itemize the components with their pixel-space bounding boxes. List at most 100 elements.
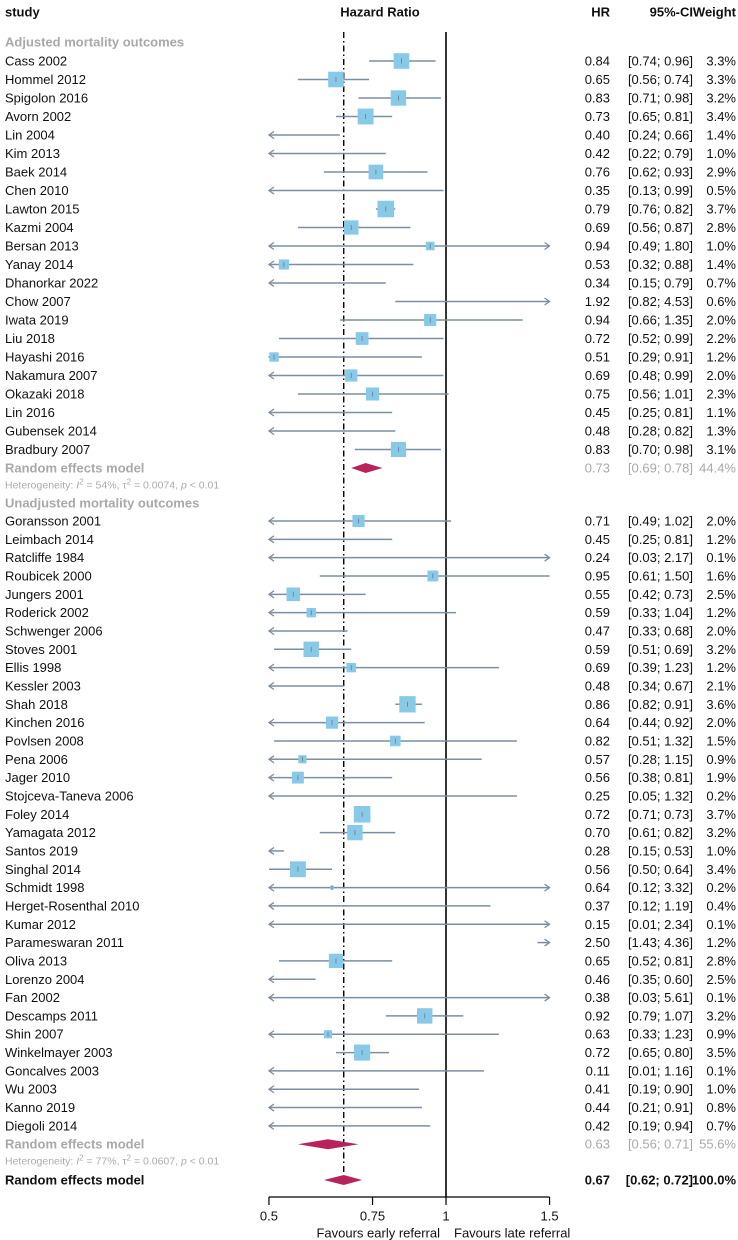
ci-value: [0.61; 0.82] <box>628 825 693 840</box>
model-label: Random effects model <box>5 1173 144 1188</box>
study-label: Jungers 2001 <box>5 587 84 602</box>
study-label: Bersan 2013 <box>5 239 79 254</box>
model-weight: 55.6% <box>699 1137 736 1152</box>
arrow-left-icon <box>267 371 275 380</box>
ci-value: [0.48; 0.99] <box>628 368 693 383</box>
study-label: Fan 2002 <box>5 990 60 1005</box>
hr-value: 0.59 <box>585 642 610 657</box>
header-hazard-ratio: Hazard Ratio <box>340 5 420 20</box>
hr-value: 0.45 <box>585 532 610 547</box>
ci-value: [0.19; 0.90] <box>628 1082 693 1097</box>
ci-value: [0.49; 1.02] <box>628 514 693 529</box>
ci-value: [0.28; 1.15] <box>628 752 693 767</box>
hr-value: 0.79 <box>585 202 610 217</box>
weight-value: 0.8% <box>706 1100 736 1115</box>
ci-value: [0.65; 0.80] <box>628 1045 693 1060</box>
study-label: Parameswaran 2011 <box>5 935 124 950</box>
study-label: Ellis 1998 <box>5 660 61 675</box>
weight-value: 0.4% <box>706 898 736 913</box>
heterogeneity-p-sym: p <box>180 1156 187 1168</box>
hr-value: 0.25 <box>585 788 610 803</box>
model-hr: 0.67 <box>585 1173 610 1188</box>
ci-value: [0.71; 0.73] <box>628 807 693 822</box>
arrow-left-icon <box>267 608 275 617</box>
hr-value: 0.82 <box>585 733 610 748</box>
model-ci: [0.69; 0.78] <box>628 461 693 476</box>
weight-value: 1.2% <box>706 660 736 675</box>
hr-value: 0.76 <box>585 165 610 180</box>
arrow-right-icon <box>544 553 551 562</box>
hr-value: 0.69 <box>585 660 610 675</box>
ci-value: [0.33; 0.68] <box>628 623 693 638</box>
study-label: Cass 2002 <box>5 54 67 69</box>
ci-value: [0.66; 1.35] <box>628 313 693 328</box>
heterogeneity-tau-sym: τ <box>122 1156 127 1168</box>
ci-value: [0.50; 0.64] <box>628 862 693 877</box>
study-label: Shah 2018 <box>5 697 68 712</box>
hr-value: 0.71 <box>585 514 610 529</box>
weight-value: 2.0% <box>706 313 736 328</box>
hr-value: 0.73 <box>585 109 610 124</box>
hr-value: 0.41 <box>585 1082 610 1097</box>
weight-value: 2.9% <box>706 165 736 180</box>
hr-value: 0.75 <box>585 387 610 402</box>
weight-value: 3.2% <box>706 1008 736 1023</box>
heterogeneity-text: Heterogeneity: I2 = 77%, τ2 = 0.0607, p … <box>5 1153 219 1168</box>
ci-value: [0.79; 1.07] <box>628 1008 693 1023</box>
weight-value: 2.8% <box>706 953 736 968</box>
weight-value: 2.8% <box>706 220 736 235</box>
hr-value: 0.48 <box>585 678 610 693</box>
study-label: Ratcliffe 1984 <box>5 550 84 565</box>
arrow-left-icon <box>267 426 275 436</box>
weight-value: 1.0% <box>706 843 736 858</box>
weight-value: 1.4% <box>706 257 736 272</box>
arrow-right-icon <box>544 993 551 1002</box>
weight-value: 0.7% <box>706 1118 736 1133</box>
arrow-left-icon <box>267 186 275 195</box>
weight-value: 1.0% <box>706 239 736 254</box>
weight-value: 1.6% <box>706 568 736 583</box>
study-label: Roderick 2002 <box>5 605 89 620</box>
arrow-left-icon <box>267 791 275 800</box>
arrow-left-icon <box>267 1103 275 1112</box>
ci-value: [0.19; 0.94] <box>628 1118 693 1133</box>
study-label: Leimbach 2014 <box>5 532 94 547</box>
arrow-left-icon <box>267 1121 275 1130</box>
model-weight: 100.0% <box>692 1173 737 1188</box>
model-weight: 44.4% <box>699 461 736 476</box>
weight-value: 0.2% <box>706 788 736 803</box>
weight-value: 2.0% <box>706 514 736 529</box>
arrow-left-icon <box>267 846 275 855</box>
weight-value: 3.1% <box>706 442 736 457</box>
heterogeneity-i2: = 54%, <box>84 480 123 492</box>
arrow-left-icon <box>267 920 275 929</box>
hr-value: 0.84 <box>585 54 610 69</box>
arrow-left-icon <box>267 516 275 526</box>
ci-value: [0.22; 0.79] <box>628 146 693 161</box>
hr-value: 0.94 <box>585 239 610 254</box>
study-label: Iwata 2019 <box>5 313 69 328</box>
superscript-2: 2 <box>79 477 84 486</box>
study-label: Stoves 2001 <box>5 642 77 657</box>
study-label: Wu 2003 <box>5 1082 57 1097</box>
hr-value: 0.83 <box>585 442 610 457</box>
ci-value: [0.33; 1.23] <box>628 1027 693 1042</box>
heterogeneity-prefix: Heterogeneity: <box>5 1156 76 1168</box>
model-label: Random effects model <box>5 1137 144 1152</box>
weight-value: 1.3% <box>706 424 736 439</box>
arrow-left-icon <box>267 975 275 984</box>
heterogeneity-p: < 0.01 <box>187 480 220 492</box>
hr-value: 0.64 <box>585 715 610 730</box>
arrow-right-icon <box>544 883 551 892</box>
ci-value: [0.56; 0.87] <box>628 220 693 235</box>
study-label: Nakamura 2007 <box>5 368 98 383</box>
arrow-right-icon <box>544 938 551 947</box>
heterogeneity-prefix: Heterogeneity: <box>5 480 76 492</box>
weight-value: 1.2% <box>706 935 736 950</box>
weight-value: 3.3% <box>706 72 736 87</box>
study-label: Kanno 2019 <box>5 1100 75 1115</box>
weight-value: 2.0% <box>706 368 736 383</box>
study-label: Jager 2010 <box>5 770 70 785</box>
x-tick-label: 1.5 <box>541 1209 559 1224</box>
weight-value: 1.5% <box>706 733 736 748</box>
